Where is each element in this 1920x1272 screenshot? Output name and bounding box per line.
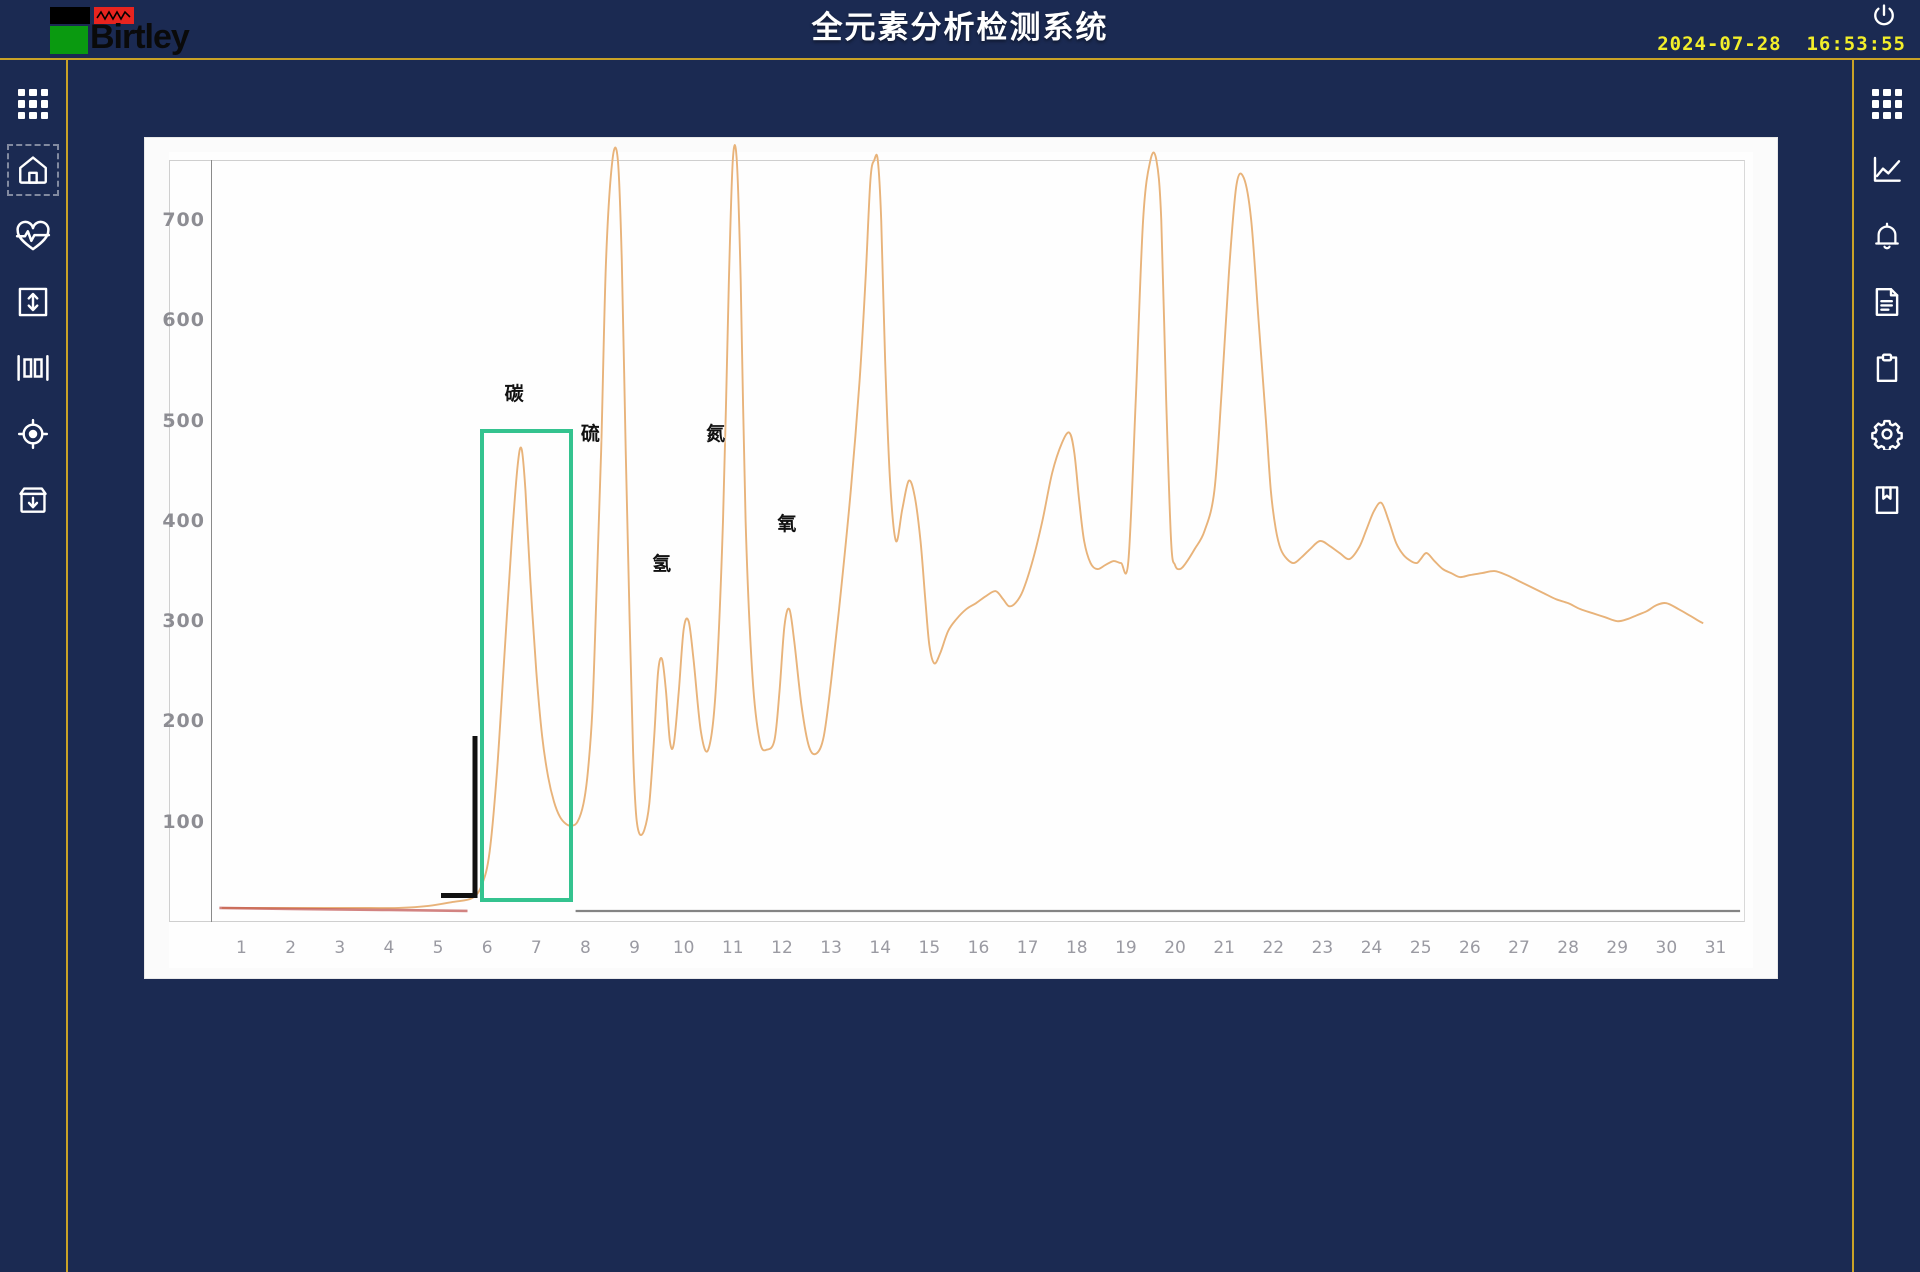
target-icon <box>17 418 49 450</box>
x-tick-label: 30 <box>1655 938 1678 958</box>
brand-logo: Birtley <box>24 4 190 56</box>
x-tick-label: 13 <box>820 938 842 958</box>
x-tick-label: 15 <box>918 938 941 958</box>
x-tick-label: 19 <box>1115 938 1137 958</box>
sidebar-item-book[interactable] <box>1861 474 1913 526</box>
book-icon <box>1875 486 1899 514</box>
y-tick-label: 500 <box>162 409 205 432</box>
peak-label-nitrogen: 氮 <box>706 423 726 445</box>
sidebar-item-gear[interactable] <box>1861 408 1913 460</box>
page-title: 全元素分析检测系统 <box>811 10 1109 45</box>
logo-red-block <box>94 7 134 24</box>
x-tick-label: 1 <box>236 938 247 958</box>
y-tick-label: 700 <box>162 209 205 232</box>
peak-label-oxygen: 氧 <box>777 513 797 535</box>
datetime-display: 2024-07-28 16:53:55 <box>1657 33 1906 55</box>
sidebar-item-download-box[interactable] <box>7 474 59 526</box>
sidebar-item-vertical-resize[interactable] <box>7 276 59 328</box>
heart-pulse-icon <box>15 220 51 251</box>
y-tick-label: 300 <box>162 610 205 633</box>
x-tick-label: 5 <box>432 938 444 958</box>
x-tick-label: 20 <box>1164 938 1186 958</box>
x-tick-label: 24 <box>1360 938 1383 958</box>
right-sidebar <box>1852 60 1920 1272</box>
x-tick-label: 12 <box>771 938 793 958</box>
clipboard-icon <box>1876 353 1898 382</box>
x-tick-label: 4 <box>383 938 395 958</box>
apps-grid-icon <box>1872 89 1902 119</box>
sidebar-item-home[interactable] <box>7 144 59 196</box>
x-tick-label: 23 <box>1311 938 1334 958</box>
sidebar-item-apps-grid[interactable] <box>7 78 59 130</box>
bar-chart-icon <box>17 354 49 382</box>
x-tick-label: 10 <box>672 938 695 958</box>
y-tick-label: 100 <box>162 810 205 833</box>
sidebar-item-clipboard[interactable] <box>1861 342 1913 394</box>
x-tick-label: 3 <box>334 938 346 958</box>
x-tick-label: 31 <box>1704 938 1727 958</box>
peak-label-hydrogen: 氢 <box>652 554 672 576</box>
sidebar-item-target[interactable] <box>7 408 59 460</box>
plot-axes[interactable]: 100 200 300 400 500 600 700 1 2 3 4 5 6 7 8 9 10 11 12 13 1… <box>162 160 1745 958</box>
logo-zigzag-icon <box>96 10 131 21</box>
x-tick-label: 29 <box>1606 938 1629 958</box>
x-tick-label: 11 <box>721 938 744 958</box>
logo-wordmark: Birtley <box>90 18 190 56</box>
apps-grid-icon <box>18 89 48 119</box>
carbon-selection-box[interactable] <box>479 428 574 902</box>
gear-icon <box>1871 419 1903 450</box>
plot-outer-border <box>169 160 1745 922</box>
spectrum-curve <box>212 160 1745 922</box>
peak-label-carbon: 碳 <box>504 383 524 405</box>
x-tick-label: 7 <box>530 938 542 958</box>
y-tick-label: 200 <box>162 710 205 733</box>
logo-green-block <box>50 26 88 54</box>
y-tick-label: 400 <box>162 509 205 532</box>
content-frame: 100 200 300 400 500 600 700 1 2 3 4 5 6 7 8 9 10 11 12 13 1… <box>0 58 1920 1272</box>
bracket-glyph <box>441 736 475 895</box>
logo-black-block <box>50 7 90 24</box>
left-sidebar <box>0 60 68 1272</box>
x-tick-label: 26 <box>1459 938 1481 958</box>
document-icon <box>1875 288 1899 316</box>
x-tick-label: 25 <box>1409 938 1432 958</box>
vertical-resize-icon <box>18 287 48 317</box>
range-bracket-marker <box>439 736 479 900</box>
sidebar-item-line-chart[interactable] <box>1861 144 1913 196</box>
x-tick-label: 8 <box>580 938 591 958</box>
chart-panel: 100 200 300 400 500 600 700 1 2 3 4 5 6 7 8 9 10 11 12 13 1… <box>145 138 1777 978</box>
sidebar-item-apps-grid-right[interactable] <box>1861 78 1913 130</box>
download-box-icon <box>19 487 47 513</box>
x-tick-label: 21 <box>1213 938 1235 958</box>
x-tick-label: 2 <box>285 938 297 958</box>
power-glyph <box>1874 4 1894 26</box>
bell-icon <box>1875 222 1899 250</box>
line-chart-icon <box>1873 156 1901 182</box>
x-tick-label: 22 <box>1262 938 1285 958</box>
x-tick-label: 27 <box>1508 938 1530 958</box>
x-tick-label: 9 <box>629 938 640 958</box>
curve-main-series <box>222 145 1703 908</box>
peak-label-sulfur: 硫 <box>580 423 600 445</box>
curve-baseline-red <box>219 908 467 911</box>
sidebar-item-bar-chart[interactable] <box>7 342 59 394</box>
x-tick-label: 18 <box>1065 938 1088 958</box>
y-tick-label: 600 <box>162 309 205 332</box>
x-tick-label: 14 <box>869 938 892 958</box>
sidebar-item-heart-pulse[interactable] <box>7 210 59 262</box>
x-tick-label: 17 <box>1016 938 1039 958</box>
x-tick-label: 16 <box>967 938 990 958</box>
app-header: Birtley 全元素分析检测系统 2024-07-28 16:53:55 <box>0 0 1920 58</box>
x-tick-label: 6 <box>481 938 493 958</box>
x-tick-label: 28 <box>1557 938 1579 958</box>
power-icon[interactable] <box>1870 2 1898 30</box>
sidebar-item-bell[interactable] <box>1861 210 1913 262</box>
plot-area: 100 200 300 400 500 600 700 1 2 3 4 5 6 7 8 9 10 11 12 13 1… <box>162 152 1753 968</box>
sidebar-item-document[interactable] <box>1861 276 1913 328</box>
home-icon <box>19 156 47 184</box>
